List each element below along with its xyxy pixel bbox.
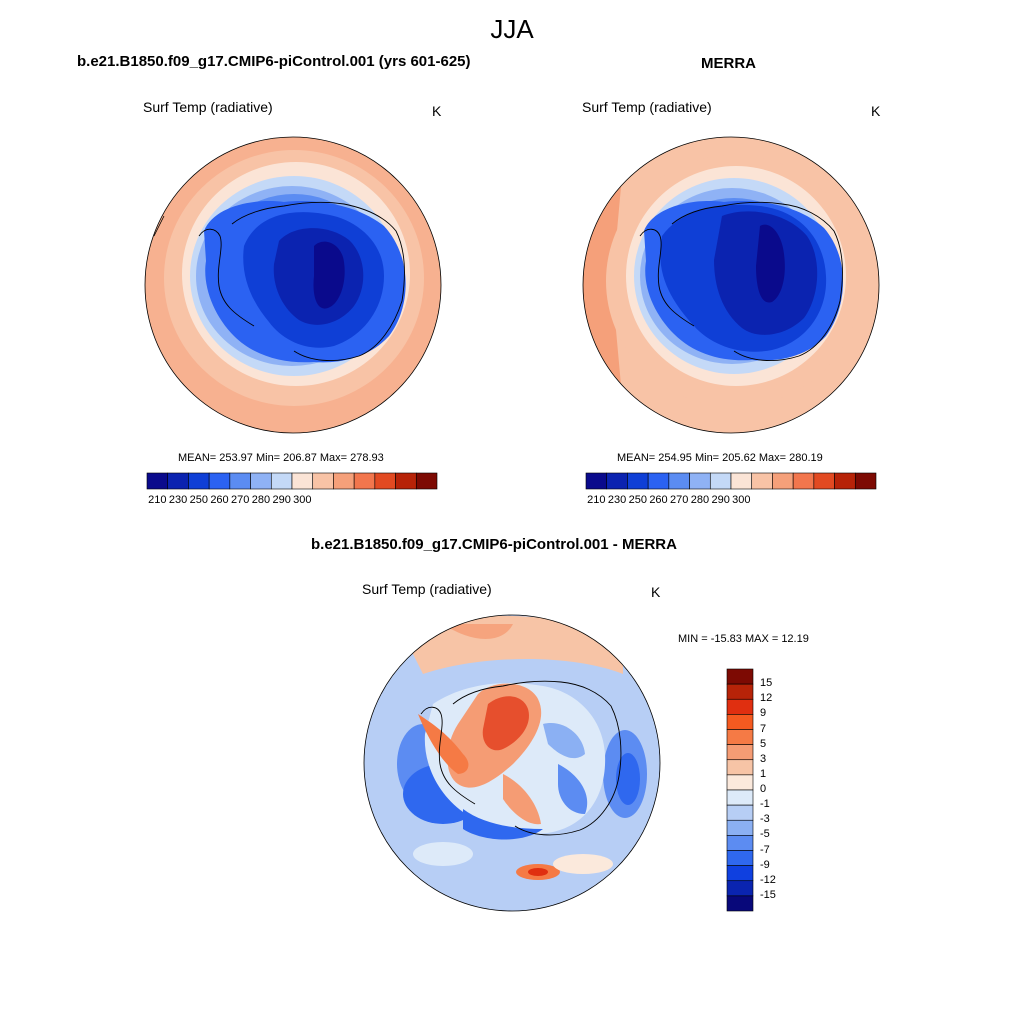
colorbar-swatch [374, 472, 396, 490]
colorbar-swatch [726, 880, 754, 897]
diff-variable-label: Surf Temp (radiative) [362, 581, 492, 597]
colorbar-swatch [395, 472, 417, 490]
colorbar-tick-label: 290 [272, 494, 291, 506]
colorbar-tick-label: 300 [732, 494, 751, 506]
colorbar-swatch [229, 472, 251, 490]
model-variable-label: Surf Temp (radiative) [143, 99, 273, 115]
diff-stats: MIN = -15.83 MAX = 12.19 [678, 633, 809, 645]
colorbar-swatch [689, 472, 711, 490]
colorbar-swatch [312, 472, 334, 490]
colorbar-tick-label: 230 [168, 494, 188, 506]
colorbar-swatch [854, 472, 877, 490]
colorbar-swatch [726, 759, 754, 776]
colorbar-swatch [726, 835, 754, 851]
colorbar-tick-label: 290 [711, 494, 730, 506]
colorbar-swatch [730, 472, 753, 490]
colorbar-tick-label: 5 [760, 737, 767, 750]
colorbar-swatch [291, 472, 314, 490]
colorbar-swatch [726, 714, 754, 730]
colorbar-tick-label: 270 [231, 494, 250, 506]
colorbar-tick-label: 9 [760, 707, 767, 720]
colorbar-swatch [726, 819, 754, 836]
colorbar-tick-label: 0 [760, 783, 767, 795]
obs-stats: MEAN= 254.95 Min= 205.62 Max= 280.19 [617, 452, 823, 464]
obs-polar-map [582, 136, 880, 434]
colorbar-swatch [726, 668, 754, 685]
colorbar-swatch [726, 865, 754, 882]
colorbar-swatch [751, 472, 773, 490]
colorbar-swatch [726, 744, 754, 761]
colorbar-tick-label: 300 [293, 494, 312, 506]
colorbar-swatch [709, 472, 732, 490]
colorbar-swatch [250, 472, 272, 490]
colorbar-tick-label: 7 [760, 722, 767, 735]
colorbar-swatch [270, 472, 293, 490]
colorbar-tick-label: 260 [649, 494, 668, 506]
colorbar-swatch [333, 472, 355, 490]
colorbar-tick-label: -12 [760, 873, 776, 886]
diff-panel-title: b.e21.B1850.f09_g17.CMIP6-piControl.001 … [311, 536, 677, 553]
colorbar-tick-label: 250 [628, 494, 647, 506]
colorbar-swatch [208, 472, 231, 490]
colorbar-swatch [726, 683, 754, 700]
obs-units-label: K [871, 103, 881, 119]
diff-colorbar [726, 668, 754, 912]
colorbar-tick-label: 1 [760, 767, 767, 780]
diff-polar-map [363, 614, 661, 912]
colorbar-tick-label: -15 [760, 888, 776, 901]
colorbar-swatch [726, 789, 754, 806]
model-stats: MEAN= 253.97 Min= 206.87 Max= 278.93 [178, 452, 384, 464]
colorbar-tick-label: 280 [251, 494, 271, 506]
diff-units-label: K [651, 584, 661, 600]
colorbar-tick-label: -1 [760, 798, 770, 811]
colorbar-tick-label: -9 [760, 858, 770, 871]
colorbar-tick-label: -5 [760, 828, 770, 841]
colorbar-tick-label: 3 [760, 752, 767, 765]
colorbar-swatch [726, 774, 754, 791]
colorbar-tick-label: 210 [587, 494, 606, 506]
colorbar-swatch [813, 472, 835, 490]
colorbar-swatch [353, 472, 376, 490]
model-colorbar [146, 472, 438, 490]
colorbar-swatch [772, 472, 794, 490]
colorbar-swatch [606, 472, 628, 490]
colorbar-tick-label: 12 [760, 692, 773, 705]
colorbar-swatch [668, 472, 690, 490]
model-polar-map [144, 136, 442, 434]
colorbar-swatch [726, 729, 754, 745]
colorbar-tick-label: 280 [690, 494, 710, 506]
colorbar-swatch [146, 472, 169, 490]
colorbar-swatch [726, 895, 754, 912]
main-title: JJA [490, 14, 534, 44]
colorbar-tick-label: 15 [760, 677, 773, 690]
colorbar-swatch [585, 472, 608, 490]
colorbar-swatch [167, 472, 189, 490]
colorbar-swatch [834, 472, 856, 490]
colorbar-tick-label: -3 [760, 813, 770, 826]
obs-colorbar [585, 472, 877, 490]
obs-panel-title: MERRA [701, 55, 756, 72]
model-units-label: K [432, 103, 442, 119]
colorbar-swatch [647, 472, 670, 490]
colorbar-swatch [726, 850, 754, 866]
colorbar-tick-label: -7 [760, 843, 770, 856]
colorbar-tick-label: 270 [670, 494, 689, 506]
model-panel-title: b.e21.B1850.f09_g17.CMIP6-piControl.001 … [77, 53, 471, 70]
colorbar-tick-label: 250 [189, 494, 208, 506]
colorbar-swatch [726, 804, 754, 821]
colorbar-swatch [415, 472, 438, 490]
colorbar-swatch [792, 472, 815, 490]
colorbar-swatch [188, 472, 210, 490]
colorbar-tick-label: 210 [148, 494, 167, 506]
colorbar-swatch [627, 472, 649, 490]
obs-variable-label: Surf Temp (radiative) [582, 99, 712, 115]
colorbar-tick-label: 230 [607, 494, 627, 506]
colorbar-tick-label: 260 [210, 494, 229, 506]
colorbar-swatch [726, 698, 754, 715]
